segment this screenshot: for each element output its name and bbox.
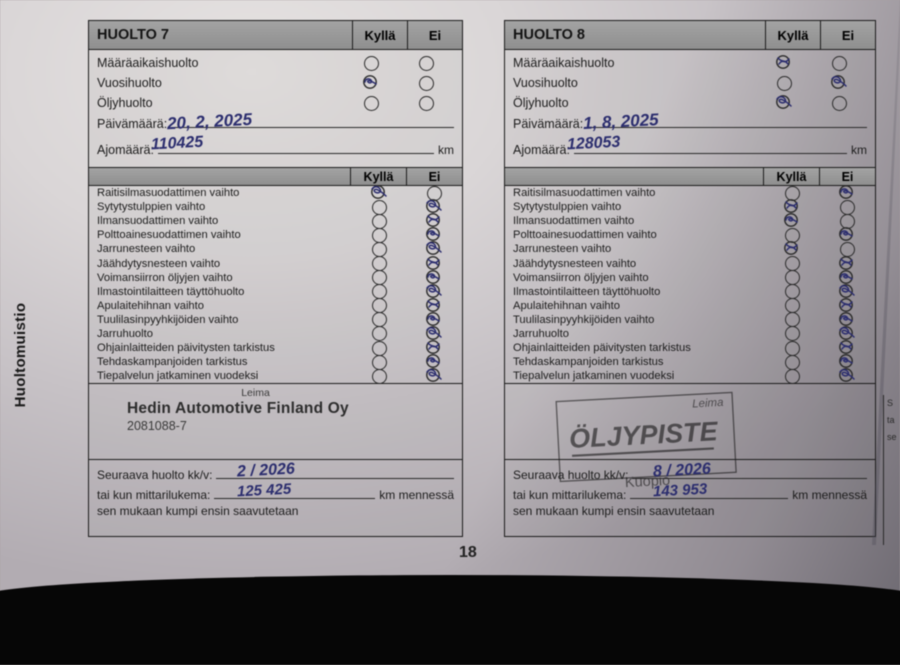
svg-text:Leima: Leima (692, 397, 724, 411)
